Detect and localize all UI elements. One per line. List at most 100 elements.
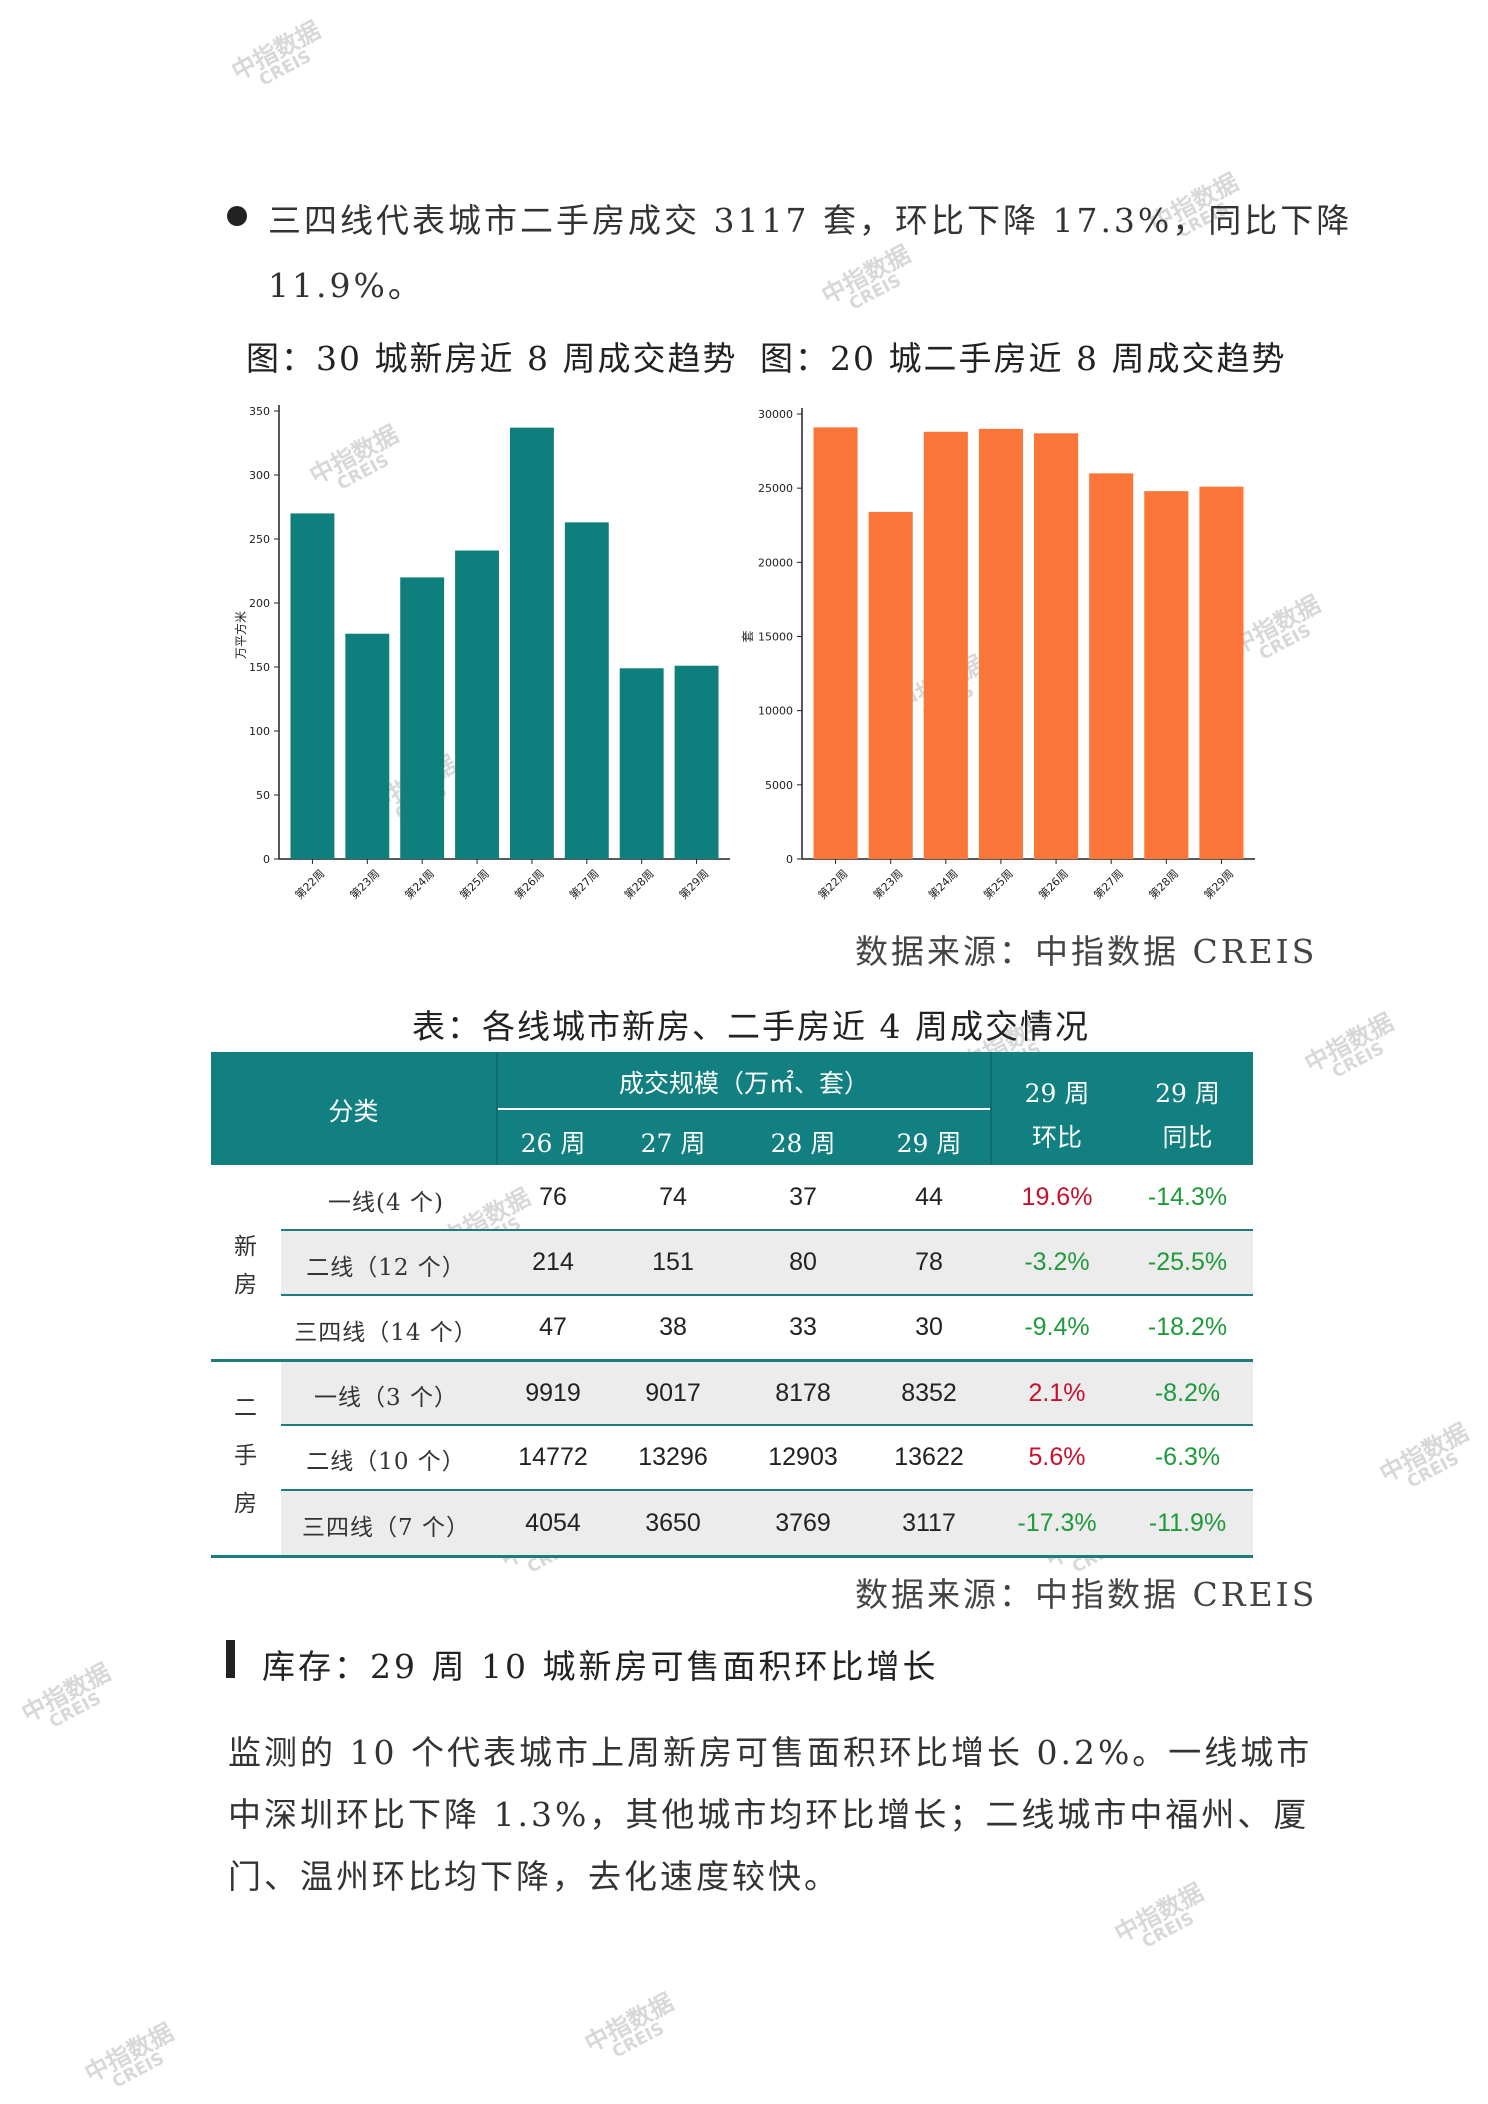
y-tick-label: 25000 bbox=[758, 482, 793, 495]
bar bbox=[345, 633, 390, 859]
y-tick-label: 0 bbox=[786, 853, 793, 866]
cell-value: 4054 bbox=[525, 1509, 581, 1537]
y-tick-label: 0 bbox=[263, 853, 270, 866]
row-name: 一线(4 个) bbox=[328, 1190, 444, 1216]
cell-value: 76 bbox=[539, 1183, 567, 1211]
group-label-new: 新 房 bbox=[211, 1228, 281, 1304]
section-divider bbox=[211, 1359, 1253, 1362]
bar bbox=[619, 668, 664, 859]
y-tick-label: 50 bbox=[256, 789, 270, 802]
x-tick-label: 第23周 bbox=[347, 866, 382, 901]
y-tick-label: 200 bbox=[249, 597, 270, 610]
cell-mom: -3.2% bbox=[1024, 1248, 1090, 1276]
header-week-28: 28 周 bbox=[770, 1129, 836, 1158]
y-tick-label: 100 bbox=[249, 725, 270, 738]
bar bbox=[1199, 486, 1244, 859]
cell-value: 44 bbox=[915, 1183, 943, 1211]
x-tick-label: 第23周 bbox=[870, 866, 905, 901]
x-tick-label: 第28周 bbox=[621, 866, 656, 901]
x-tick-label: 第24周 bbox=[402, 866, 437, 901]
x-tick-label: 第26周 bbox=[1036, 866, 1071, 901]
header-col-divider bbox=[496, 1052, 498, 1165]
header-yoy-2: 同比 bbox=[1162, 1123, 1213, 1152]
table-row: 三四线（14 个） 47 38 33 30 -9.4% -18.2% bbox=[281, 1296, 1253, 1358]
x-tick-label: 第29周 bbox=[676, 866, 711, 901]
header-divider bbox=[498, 1108, 990, 1110]
header-week-26: 26 周 bbox=[520, 1129, 586, 1158]
row-name: 三四线（14 个） bbox=[294, 1320, 478, 1346]
header-week-27: 27 周 bbox=[640, 1129, 706, 1158]
cell-value: 9919 bbox=[525, 1379, 581, 1407]
y-tick-label: 30000 bbox=[758, 408, 793, 421]
x-tick-label: 第28周 bbox=[1146, 866, 1181, 901]
cell-value: 3769 bbox=[775, 1509, 831, 1537]
cell-value: 14772 bbox=[518, 1443, 588, 1471]
data-source-note: 数据来源：中指数据 CREIS bbox=[855, 932, 1318, 971]
cell-yoy: -11.9% bbox=[1148, 1509, 1227, 1537]
x-tick-label: 第27周 bbox=[1091, 866, 1126, 901]
cell-mom: 19.6% bbox=[1021, 1183, 1093, 1211]
row-divider bbox=[281, 1229, 1253, 1231]
y-tick-label: 250 bbox=[249, 533, 270, 546]
x-tick-label: 第27周 bbox=[566, 866, 601, 901]
x-tick-label: 第26周 bbox=[511, 866, 546, 901]
cell-value: 12903 bbox=[768, 1443, 838, 1471]
chart-caption-left: 图：30 城新房近 8 周成交趋势 bbox=[246, 339, 738, 378]
cell-value: 74 bbox=[659, 1183, 687, 1211]
cell-yoy: -25.5% bbox=[1147, 1248, 1228, 1276]
table-bottom-border bbox=[211, 1555, 1253, 1558]
cell-yoy: -8.2% bbox=[1154, 1379, 1221, 1407]
bullet-icon bbox=[227, 206, 247, 226]
group-label-second: 二 手 房 bbox=[211, 1384, 281, 1528]
row-name: 二线（10 个） bbox=[306, 1449, 466, 1475]
y-tick-label: 300 bbox=[249, 469, 270, 482]
y-tick-label: 15000 bbox=[758, 631, 793, 644]
x-tick-label: 第24周 bbox=[925, 866, 960, 901]
cell-mom: -9.4% bbox=[1024, 1313, 1090, 1341]
y-tick-label: 5000 bbox=[765, 779, 793, 792]
heading-marker-icon bbox=[226, 1640, 235, 1678]
header-scale: 成交规模（万㎡、套） bbox=[618, 1069, 869, 1098]
group-label-char: 二 bbox=[234, 1395, 258, 1421]
group-label-char: 房 bbox=[234, 1491, 258, 1517]
body-line-2: 中深圳环比下降 1.3%，其他城市均环比增长；二线城市中福州、厦 bbox=[228, 1795, 1310, 1834]
header-week-29: 29 周 bbox=[896, 1129, 962, 1158]
cell-mom: 2.1% bbox=[1028, 1379, 1086, 1407]
table-title: 表：各线城市新房、二手房近 4 周成交情况 bbox=[412, 1007, 1090, 1046]
table-row: 一线(4 个) 76 74 37 44 19.6% -14.3% bbox=[281, 1165, 1253, 1229]
header-yoy-1: 29 周 bbox=[1155, 1079, 1220, 1108]
bar bbox=[1089, 473, 1134, 859]
table-row: 三四线（7 个） 4054 3650 3769 3117 -17.3% -11.… bbox=[281, 1491, 1253, 1555]
x-tick-label: 第22周 bbox=[815, 866, 850, 901]
bar bbox=[509, 427, 554, 859]
row-divider bbox=[281, 1294, 1253, 1296]
row-name: 一线（3 个） bbox=[314, 1385, 458, 1411]
bar bbox=[455, 550, 500, 859]
y-tick-label: 350 bbox=[249, 405, 270, 418]
group-label-char: 新 bbox=[234, 1234, 258, 1260]
y-axis-label: 套 bbox=[741, 630, 755, 642]
table-row: 一线（3 个） 9919 9017 8178 8352 2.1% -8.2% bbox=[281, 1362, 1253, 1424]
header-category: 分类 bbox=[328, 1097, 379, 1126]
table-row: 二线（12 个） 214 151 80 78 -3.2% -25.5% bbox=[281, 1231, 1253, 1294]
cell-mom: -17.3% bbox=[1017, 1509, 1097, 1537]
y-tick-label: 10000 bbox=[758, 705, 793, 718]
cell-mom: 5.6% bbox=[1028, 1443, 1086, 1471]
header-col-divider bbox=[990, 1052, 992, 1165]
cell-value: 78 bbox=[915, 1248, 943, 1276]
cell-value: 13296 bbox=[638, 1443, 708, 1471]
cell-value: 33 bbox=[789, 1313, 817, 1341]
cell-value: 47 bbox=[539, 1313, 567, 1341]
bar bbox=[1034, 433, 1079, 859]
bar bbox=[674, 665, 719, 859]
bar bbox=[1144, 491, 1189, 859]
section-heading: 库存：29 周 10 城新房可售面积环比增长 bbox=[262, 1647, 939, 1686]
bar bbox=[813, 427, 858, 859]
cell-value: 80 bbox=[789, 1248, 817, 1276]
cell-value: 13622 bbox=[894, 1443, 964, 1471]
